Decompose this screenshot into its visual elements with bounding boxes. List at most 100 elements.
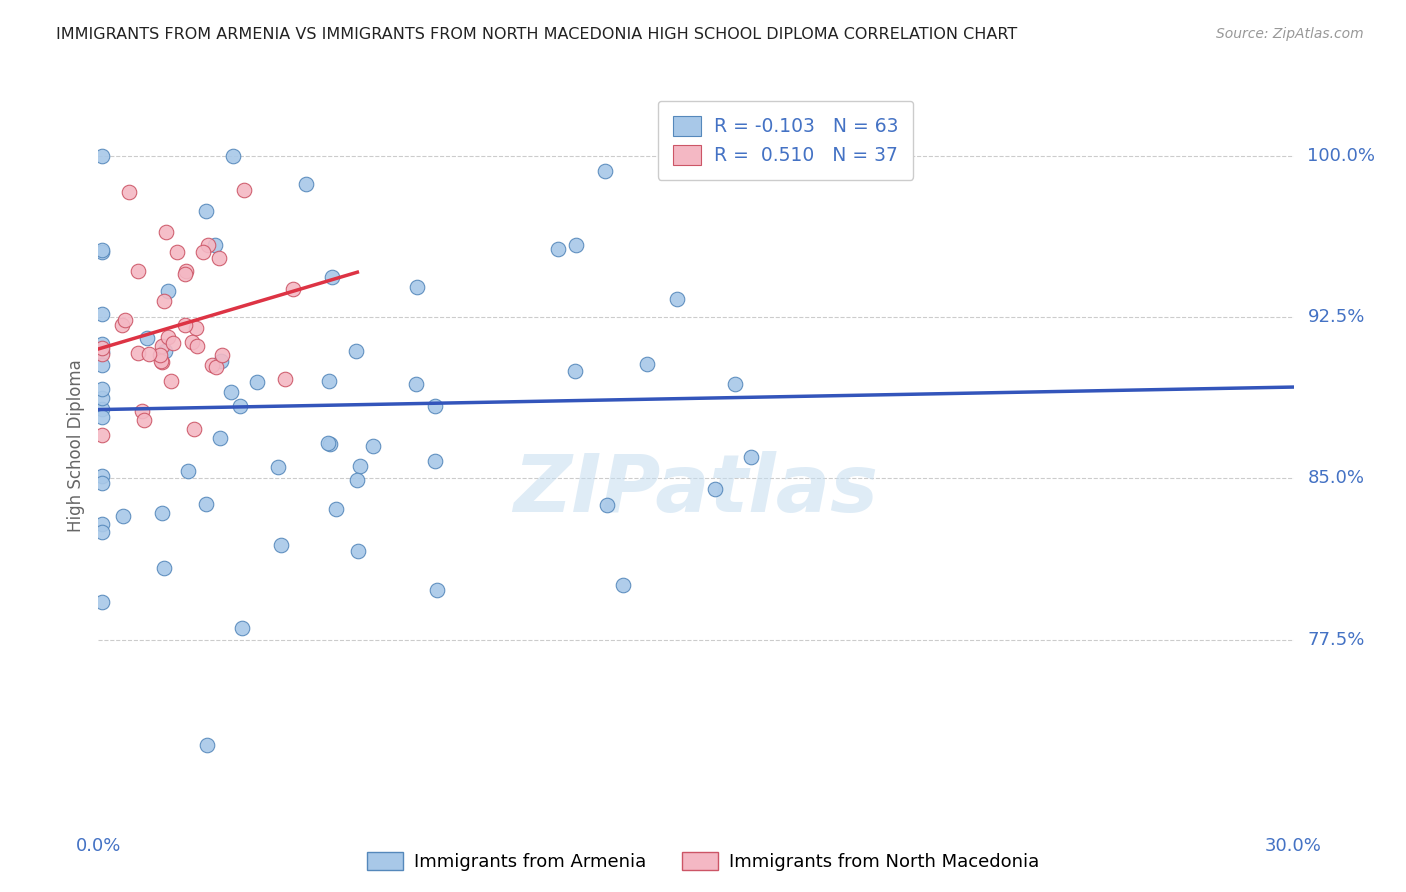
Point	[321, 269, 343, 284]
Point	[91, 382, 114, 396]
Text: 77.5%: 77.5%	[1308, 631, 1365, 648]
Point	[191, 245, 214, 260]
Point	[194, 497, 217, 511]
Text: Source: ZipAtlas.com: Source: ZipAtlas.com	[1216, 27, 1364, 41]
Point	[153, 561, 176, 575]
Point	[208, 251, 231, 265]
Point	[91, 337, 114, 351]
Point	[91, 469, 114, 483]
Text: 0.0%: 0.0%	[76, 837, 121, 855]
Point	[131, 403, 153, 417]
Point	[229, 399, 252, 413]
Point	[111, 318, 134, 332]
Point	[361, 439, 384, 453]
Point	[346, 474, 368, 488]
Point	[724, 377, 747, 392]
Text: 100.0%: 100.0%	[1308, 146, 1375, 165]
Point	[91, 347, 114, 361]
Point	[283, 282, 305, 296]
Point	[91, 409, 114, 424]
Point	[150, 355, 173, 369]
Point	[150, 506, 173, 520]
Point	[183, 422, 205, 436]
Point	[138, 347, 160, 361]
Point	[319, 436, 342, 450]
Point	[233, 182, 256, 196]
Point	[195, 203, 218, 218]
Point	[174, 318, 197, 333]
Point	[318, 374, 340, 388]
Point	[181, 334, 204, 349]
Point	[156, 329, 179, 343]
Point	[118, 185, 141, 199]
Point	[149, 353, 172, 368]
Point	[547, 242, 569, 256]
Point	[406, 280, 429, 294]
Point	[91, 358, 114, 372]
Point	[564, 364, 586, 378]
Point	[612, 578, 634, 592]
Point	[173, 267, 195, 281]
Point	[231, 621, 253, 635]
Point	[564, 238, 586, 252]
Point	[294, 177, 316, 191]
Point	[155, 225, 177, 239]
Point	[184, 321, 207, 335]
Text: 30.0%: 30.0%	[1265, 837, 1322, 855]
Point	[270, 538, 292, 552]
Point	[91, 307, 114, 321]
Point	[349, 458, 371, 473]
Point	[153, 293, 176, 308]
Point	[209, 354, 232, 368]
Point	[91, 148, 114, 162]
Point	[112, 508, 135, 523]
Point	[91, 401, 114, 416]
Point	[91, 595, 114, 609]
Point	[426, 583, 449, 598]
Point	[344, 343, 367, 358]
Text: 92.5%: 92.5%	[1308, 308, 1365, 326]
Point	[134, 413, 156, 427]
Point	[195, 738, 218, 752]
Point	[91, 243, 114, 257]
Legend: R = -0.103   N = 63, R =  0.510   N = 37: R = -0.103 N = 63, R = 0.510 N = 37	[658, 101, 914, 180]
Point	[150, 339, 173, 353]
Point	[636, 357, 658, 371]
Text: 85.0%: 85.0%	[1308, 469, 1364, 487]
Point	[127, 345, 149, 359]
Text: IMMIGRANTS FROM ARMENIA VS IMMIGRANTS FROM NORTH MACEDONIA HIGH SCHOOL DIPLOMA C: IMMIGRANTS FROM ARMENIA VS IMMIGRANTS FR…	[56, 27, 1018, 42]
Point	[160, 374, 183, 388]
Point	[127, 264, 149, 278]
Point	[221, 385, 243, 400]
Point	[593, 163, 616, 178]
Point	[197, 237, 219, 252]
Point	[162, 336, 184, 351]
Legend: Immigrants from Armenia, Immigrants from North Macedonia: Immigrants from Armenia, Immigrants from…	[360, 845, 1046, 879]
Point	[91, 524, 114, 539]
Point	[174, 263, 197, 277]
Point	[208, 431, 231, 445]
Point	[91, 245, 114, 260]
Point	[205, 359, 228, 374]
Point	[91, 517, 114, 532]
Point	[596, 498, 619, 512]
Point	[177, 464, 200, 478]
Point	[91, 391, 114, 405]
Text: ZIPatlas: ZIPatlas	[513, 450, 879, 529]
Point	[318, 435, 340, 450]
Point	[704, 482, 727, 496]
Point	[666, 292, 689, 306]
Point	[149, 348, 172, 362]
Point	[325, 502, 347, 516]
Point	[91, 345, 114, 359]
Point	[425, 454, 447, 468]
Point	[91, 341, 114, 355]
Point	[114, 313, 136, 327]
Y-axis label: High School Diploma: High School Diploma	[66, 359, 84, 533]
Point	[274, 372, 297, 386]
Point	[347, 543, 370, 558]
Point	[136, 331, 159, 345]
Point	[405, 377, 427, 392]
Point	[186, 338, 208, 352]
Point	[246, 375, 269, 389]
